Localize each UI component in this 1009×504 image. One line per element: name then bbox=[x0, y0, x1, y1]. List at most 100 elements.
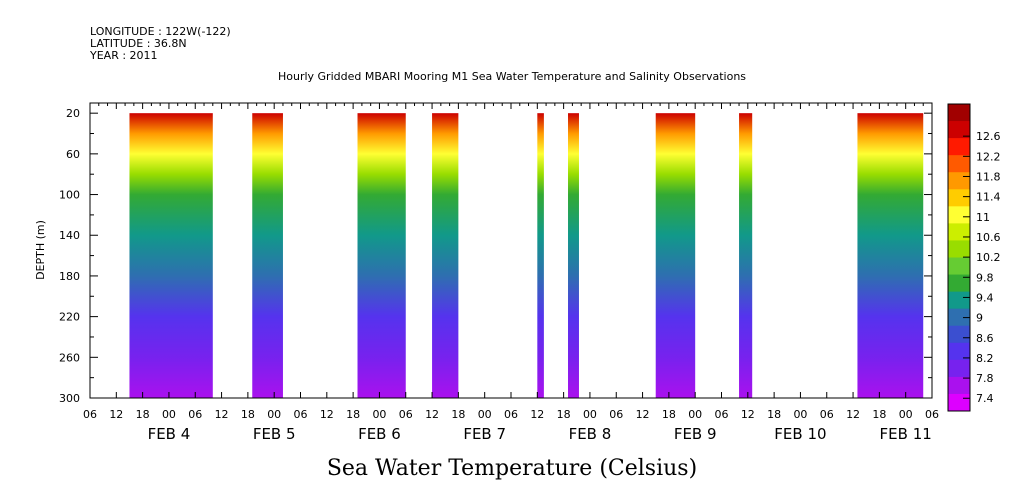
data-block bbox=[537, 113, 544, 398]
colorbar-label: 7.8 bbox=[976, 372, 994, 385]
colorbar-label: 11.4 bbox=[976, 191, 1001, 204]
x-tick-label: 00 bbox=[372, 408, 386, 421]
longitude-label: LONGITUDE : 122W(-122) bbox=[90, 25, 231, 38]
y-tick-label: 260 bbox=[59, 351, 80, 364]
colorbar-label: 12.6 bbox=[976, 130, 1001, 143]
y-axis-label: DEPTH (m) bbox=[34, 220, 47, 280]
year-label: YEAR : 2011 bbox=[89, 49, 158, 62]
x-tick-label: 18 bbox=[241, 408, 255, 421]
x-tick-label: 12 bbox=[636, 408, 650, 421]
colorbar-label: 11 bbox=[976, 211, 990, 224]
colorbar-swatch bbox=[948, 240, 970, 258]
x-tick-label: 18 bbox=[662, 408, 676, 421]
y-tick-label: 20 bbox=[66, 107, 80, 120]
colorbar-swatch bbox=[948, 121, 970, 139]
date-label: FEB 6 bbox=[358, 425, 401, 443]
data-block bbox=[252, 113, 283, 398]
x-tick-label: 12 bbox=[109, 408, 123, 421]
top-minor-ticks bbox=[89, 103, 933, 109]
y-tick-label: 60 bbox=[66, 148, 80, 161]
colorbar-label: 7.4 bbox=[976, 392, 994, 405]
data-block bbox=[357, 113, 406, 398]
colorbar-swatch bbox=[948, 291, 970, 310]
chart-title: Hourly Gridded MBARI Mooring M1 Sea Wate… bbox=[278, 70, 746, 83]
data-block bbox=[568, 113, 579, 398]
colorbar-label: 10.6 bbox=[976, 231, 1001, 244]
data-block bbox=[739, 113, 753, 398]
x-tick-label: 18 bbox=[346, 408, 360, 421]
x-tick-label: 00 bbox=[478, 408, 492, 421]
plot-frame bbox=[89, 102, 933, 399]
colorbar: 12.6 12.2 11.8 11.4 11 10.6 10.2 9.8 9.4 9 8.6 8.2 7… bbox=[947, 103, 1001, 412]
x-tick-label: 00 bbox=[583, 408, 597, 421]
data-block bbox=[857, 113, 924, 398]
colorbar-swatch bbox=[948, 274, 970, 293]
x-tick-label: 12 bbox=[846, 408, 860, 421]
x-tick-label: 18 bbox=[136, 408, 150, 421]
colorbar-label: 11.8 bbox=[976, 170, 1001, 183]
y-tick-label: 180 bbox=[59, 270, 80, 283]
date-label: FEB 11 bbox=[880, 425, 932, 443]
x-tick-label: 06 bbox=[715, 408, 729, 421]
colorbar-swatch bbox=[948, 376, 970, 395]
date-label: FEB 5 bbox=[253, 425, 296, 443]
data-block bbox=[655, 113, 696, 398]
colorbar-swatch bbox=[948, 172, 970, 190]
colorbar-swatch bbox=[948, 325, 970, 344]
y-tick-label: 100 bbox=[59, 189, 80, 202]
y-tick-label: 220 bbox=[59, 311, 80, 324]
colorbar-swatch bbox=[948, 189, 970, 207]
colorbar-swatch bbox=[948, 257, 970, 276]
x-tick-label: 06 bbox=[504, 408, 518, 421]
y-tick-label: 300 bbox=[59, 392, 80, 405]
x-tick-label: 12 bbox=[530, 408, 544, 421]
x-tick-label: 06 bbox=[399, 408, 413, 421]
colorbar-swatch bbox=[948, 393, 970, 412]
colorbar-label: 9.4 bbox=[976, 291, 994, 304]
colorbar-swatch bbox=[948, 104, 970, 122]
x-tick-label: 18 bbox=[451, 408, 465, 421]
colorbar-swatch bbox=[948, 308, 970, 327]
colorbar-swatch bbox=[948, 138, 970, 156]
data-block bbox=[129, 113, 213, 398]
x-tick-label: 06 bbox=[609, 408, 623, 421]
date-label: FEB 10 bbox=[774, 425, 826, 443]
colorbar-swatch bbox=[948, 342, 970, 361]
x-tick-label: 18 bbox=[557, 408, 571, 421]
x-tick-label: 12 bbox=[320, 408, 334, 421]
y-axis-ticks: 20 60 100 140 180 220 260 300 bbox=[59, 107, 932, 405]
x-tick-label: 00 bbox=[688, 408, 702, 421]
colorbar-label: 10.2 bbox=[976, 251, 1001, 264]
date-label: FEB 8 bbox=[569, 425, 612, 443]
colorbar-swatch bbox=[948, 359, 970, 378]
colorbar-swatch bbox=[948, 155, 970, 173]
x-tick-label: 06 bbox=[188, 408, 202, 421]
x-tick-label: 18 bbox=[767, 408, 781, 421]
y-tick-label: 140 bbox=[59, 229, 80, 242]
x-tick-label: 06 bbox=[925, 408, 939, 421]
colorbar-swatch bbox=[948, 206, 970, 224]
date-label: FEB 9 bbox=[674, 425, 717, 443]
x-tick-label: 12 bbox=[741, 408, 755, 421]
date-label: FEB 4 bbox=[148, 425, 191, 443]
x-tick-label: 18 bbox=[872, 408, 886, 421]
x-axis-ticks: 06 12 18 00 06 12 18 00 06 12 18 00 06 12 18 00 06 12 18 00… bbox=[83, 392, 939, 443]
x-tick-label: 06 bbox=[820, 408, 834, 421]
data-block bbox=[432, 113, 459, 398]
colorbar-label: 8.6 bbox=[976, 332, 994, 345]
colorbar-label: 9.8 bbox=[976, 271, 994, 284]
x-tick-label: 00 bbox=[899, 408, 913, 421]
colorbar-swatch bbox=[948, 223, 970, 241]
x-tick-label: 00 bbox=[793, 408, 807, 421]
x-tick-label: 00 bbox=[267, 408, 281, 421]
date-label: FEB 7 bbox=[463, 425, 506, 443]
colorbar-label: 8.2 bbox=[976, 352, 994, 365]
data-blocks-layer bbox=[129, 113, 924, 398]
x-tick-label: 00 bbox=[162, 408, 176, 421]
x-tick-label: 12 bbox=[425, 408, 439, 421]
colorbar-label: 12.2 bbox=[976, 150, 1001, 163]
variable-title: Sea Water Temperature (Celsius) bbox=[327, 456, 697, 481]
x-tick-label: 06 bbox=[83, 408, 97, 421]
latitude-label: LATITUDE : 36.8N bbox=[90, 37, 187, 50]
